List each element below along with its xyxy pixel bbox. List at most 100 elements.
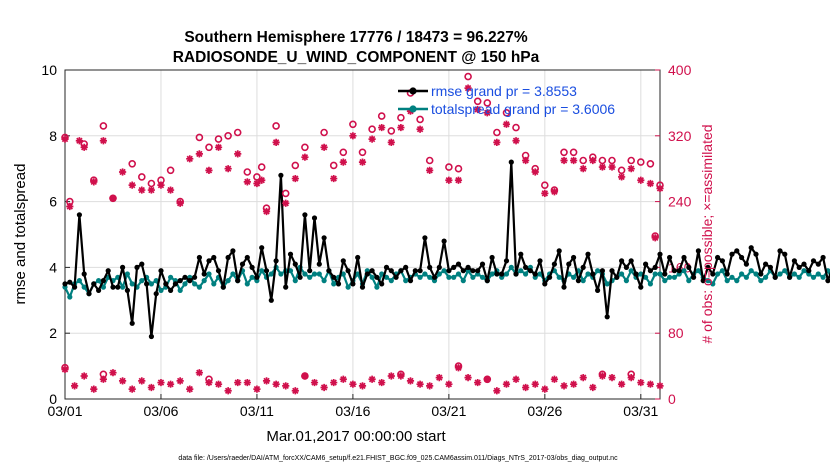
rmse-point: [551, 261, 558, 267]
assimilated-obs-marker: [66, 202, 74, 211]
chart-title-line-2: RADIOSONDE_U_WIND_COMPONENT @ 150 hPa: [173, 49, 540, 66]
totalspread-point: [211, 281, 217, 287]
rmse-point: [580, 264, 586, 270]
assimilated-obs-marker: [656, 184, 664, 193]
assimilated-obs-marker: [75, 137, 83, 145]
assimilated-obs-marker: [128, 385, 136, 393]
assimilated-obs-marker: [291, 387, 299, 395]
possible-obs-marker: [329, 161, 338, 170]
totalspread-point: [81, 284, 87, 290]
rmse-point: [623, 264, 630, 270]
totalspread-point: [331, 281, 337, 287]
assimilated-obs-marker: [234, 378, 242, 387]
assimilated-obs-marker: [445, 380, 453, 388]
assimilated-obs-marker: [224, 165, 232, 173]
rmse-point: [681, 254, 687, 261]
totalspread-point: [158, 287, 164, 293]
rmse-point: [431, 274, 438, 280]
rmse-point: [628, 258, 634, 264]
assimilated-obs-marker: [243, 178, 251, 186]
x-axis-label: Mar.01,2017 00:00:00 start: [266, 428, 446, 445]
possible-obs-marker: [358, 148, 367, 157]
rmse-point: [604, 314, 610, 320]
assimilated-obs-marker: [186, 155, 194, 163]
totalspread-point: [652, 271, 658, 277]
rmse-point: [527, 268, 534, 274]
possible-obs-marker: [272, 122, 280, 130]
assimilated-obs-marker: [598, 163, 607, 171]
assimilated-obs-marker: [358, 158, 367, 166]
rmse-point: [307, 268, 313, 274]
rmse-point: [72, 284, 78, 290]
possible-obs-marker: [464, 72, 472, 81]
rmse-point: [782, 251, 788, 257]
rmse-point: [67, 279, 73, 285]
totalspread-point: [302, 271, 308, 277]
rmse-point: [412, 268, 418, 274]
assimilated-obs-marker: [579, 374, 587, 382]
assimilated-obs-marker: [541, 189, 549, 197]
assimilated-obs-marker: [646, 179, 655, 188]
totalspread-point: [278, 271, 284, 277]
rmse-point: [801, 261, 807, 267]
assimilated-obs-marker: [176, 199, 184, 207]
possible-obs-marker: [416, 115, 424, 124]
assimilated-obs-marker: [320, 383, 328, 392]
totalspread-point: [748, 268, 754, 274]
assimilated-obs-marker: [426, 382, 434, 390]
possible-obs-marker: [454, 164, 463, 173]
rmse-point: [652, 264, 658, 270]
totalspread-point: [230, 271, 236, 277]
rmse-point: [662, 271, 668, 277]
rmse-point: [758, 271, 764, 277]
assimilated-obs-marker: [195, 369, 203, 377]
totalspread-point: [388, 278, 394, 284]
rmse-point: [201, 271, 207, 277]
totalspread-point: [604, 281, 610, 287]
rmse-point: [791, 258, 798, 264]
rmse-point: [302, 212, 308, 218]
possible-obs-marker: [339, 148, 348, 157]
rmse-point: [369, 268, 375, 274]
assimilated-obs-marker: [512, 137, 520, 145]
assimilated-obs-marker: [253, 385, 261, 393]
rmse-point: [633, 271, 639, 277]
assimilated-obs-marker: [272, 380, 280, 388]
rmse-point: [379, 281, 385, 287]
assimilated-obs-marker: [224, 387, 232, 395]
assimilated-obs-marker: [166, 186, 175, 194]
totalspread-point: [374, 284, 380, 290]
assimilated-obs-marker: [301, 372, 309, 380]
totalspread-point: [815, 271, 821, 277]
totalspread-point: [196, 284, 202, 290]
totalspread-point: [249, 274, 255, 280]
rmse-point: [292, 261, 298, 267]
assimilated-obs-marker: [70, 382, 79, 390]
possible-obs-marker: [349, 120, 357, 129]
rmse-point: [235, 278, 241, 284]
rmse-point: [139, 261, 145, 267]
totalspread-point: [796, 274, 802, 280]
rmse-point: [739, 254, 745, 261]
totalspread-point: [734, 278, 740, 284]
totalspread-point: [470, 274, 476, 280]
rmse-point: [710, 271, 716, 277]
rmse-point: [278, 172, 284, 178]
rmse-point: [820, 254, 826, 261]
rmse-point: [575, 278, 582, 284]
totalspread-point: [623, 278, 630, 284]
assimilated-obs-marker: [397, 123, 405, 132]
totalspread-point: [369, 274, 375, 280]
rmse-point: [815, 261, 821, 267]
totalspread-point: [518, 268, 524, 274]
x-tick-label: 03/01: [47, 403, 82, 419]
possible-obs-marker: [569, 148, 578, 157]
assimilated-obs-marker: [464, 84, 472, 92]
assimilated-obs-marker: [579, 165, 587, 173]
rmse-point: [446, 268, 452, 274]
totalspread-point: [801, 268, 807, 274]
assimilated-obs-marker: [80, 372, 88, 380]
rmse-point: [475, 268, 481, 274]
totalspread-point: [316, 271, 322, 277]
assimilated-obs-marker: [109, 194, 117, 202]
